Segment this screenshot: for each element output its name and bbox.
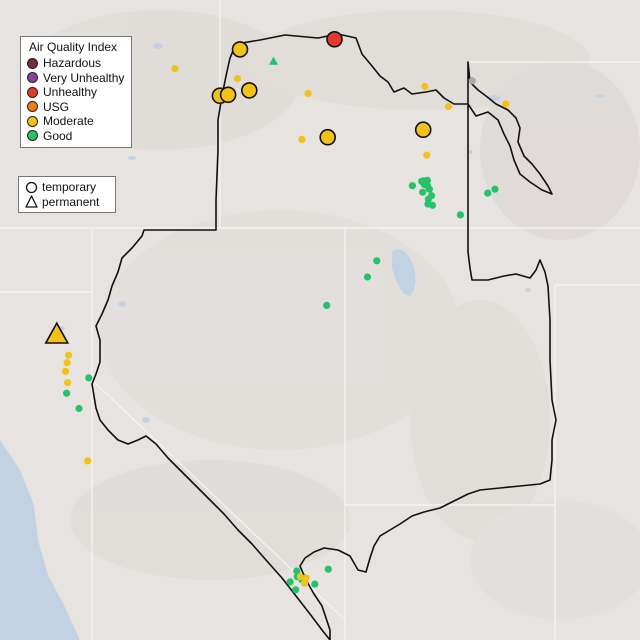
- circle-outline-icon: [25, 181, 38, 193]
- legend-title: Air Quality Index: [29, 40, 118, 54]
- legend-label: Unhealthy: [43, 85, 98, 100]
- temporary-monitor-marker[interactable]: [286, 578, 294, 586]
- aqi-legend: Air Quality Index Hazardous Very Unhealt…: [20, 36, 132, 148]
- temporary-monitor-marker[interactable]: [428, 201, 437, 209]
- temporary-monitor-marker[interactable]: [296, 573, 304, 581]
- temporary-monitor-marker[interactable]: [484, 189, 492, 197]
- temporary-monitor-marker[interactable]: [241, 82, 258, 99]
- temporary-monitor-marker[interactable]: [502, 100, 510, 108]
- temporary-monitor-marker[interactable]: [85, 374, 93, 382]
- legend-label: Hazardous: [43, 56, 102, 71]
- temporary-monitor-marker[interactable]: [171, 65, 179, 73]
- legend-item-moderate: Moderate: [27, 114, 127, 129]
- temporary-monitor-marker[interactable]: [64, 379, 72, 387]
- temporary-monitor-marker[interactable]: [75, 404, 83, 413]
- good-swatch-icon: [27, 130, 38, 142]
- legend-label: Good: [43, 128, 73, 143]
- temporary-monitor-marker[interactable]: [326, 30, 343, 48]
- temporary-monitor-marker[interactable]: [408, 182, 416, 190]
- triangle-outline-icon: [25, 195, 38, 208]
- legend-item-very-unhealthy: Very Unhealthy: [27, 71, 127, 86]
- temporary-monitor-marker[interactable]: [61, 367, 70, 375]
- temporary-monitor-marker[interactable]: [444, 103, 453, 111]
- temporary-monitor-marker[interactable]: [304, 89, 312, 98]
- temporary-monitor-marker[interactable]: [302, 574, 310, 582]
- temporary-monitor-marker[interactable]: [233, 75, 241, 83]
- temporary-monitor-marker[interactable]: [373, 257, 381, 265]
- unhealthy-swatch-icon: [27, 86, 38, 98]
- permanent-monitor-marker[interactable]: [269, 56, 279, 65]
- temporary-monitor-marker[interactable]: [421, 82, 429, 91]
- temporary-monitor-marker[interactable]: [219, 86, 237, 104]
- usg-swatch-icon: [27, 101, 38, 113]
- monitor-type-legend: temporary permanent: [18, 176, 116, 213]
- temporary-monitor-marker[interactable]: [419, 188, 427, 196]
- temporary-monitor-marker[interactable]: [456, 211, 464, 219]
- temporary-monitor-marker[interactable]: [298, 135, 306, 143]
- temporary-monitor-marker[interactable]: [293, 567, 301, 575]
- region-boundary: [91, 33, 557, 640]
- moderate-swatch-icon: [27, 115, 38, 127]
- legend-label: permanent: [42, 194, 100, 209]
- temporary-monitor-marker[interactable]: [63, 389, 71, 397]
- temporary-monitor-marker[interactable]: [311, 580, 319, 588]
- temporary-monitor-marker[interactable]: [84, 457, 92, 465]
- temporary-monitor-marker[interactable]: [319, 128, 337, 146]
- temporary-monitor-marker[interactable]: [491, 185, 499, 193]
- legend-item-permanent: permanent: [25, 195, 111, 210]
- legend-item-usg: USG: [27, 100, 127, 115]
- legend-item-unhealthy: Unhealthy: [27, 85, 127, 100]
- monitor-markers: [44, 30, 510, 594]
- legend-item-temporary: temporary: [25, 180, 111, 195]
- temporary-monitor-marker[interactable]: [425, 185, 433, 193]
- temporary-monitor-marker[interactable]: [324, 565, 332, 573]
- temporary-monitor-marker[interactable]: [363, 273, 372, 281]
- very-unhealthy-swatch-icon: [27, 72, 38, 84]
- temporary-monitor-marker[interactable]: [65, 351, 73, 359]
- temporary-monitor-marker[interactable]: [468, 77, 476, 85]
- legend-label: Moderate: [43, 114, 94, 129]
- temporary-monitor-marker[interactable]: [423, 151, 431, 159]
- legend-label: temporary: [42, 180, 97, 195]
- permanent-monitor-marker[interactable]: [44, 321, 70, 344]
- legend-label: USG: [43, 99, 70, 114]
- temporary-monitor-marker[interactable]: [292, 586, 300, 594]
- temporary-monitor-marker[interactable]: [414, 121, 432, 138]
- legend-label: Very Unhealthy: [43, 70, 125, 85]
- water-features: [0, 43, 604, 640]
- temporary-monitor-marker[interactable]: [63, 359, 71, 367]
- legend-item-hazardous: Hazardous: [27, 56, 127, 71]
- hazardous-swatch-icon: [27, 57, 38, 69]
- legend-item-good: Good: [27, 129, 127, 144]
- temporary-monitor-marker[interactable]: [323, 301, 331, 309]
- temporary-monitor-marker[interactable]: [231, 41, 249, 58]
